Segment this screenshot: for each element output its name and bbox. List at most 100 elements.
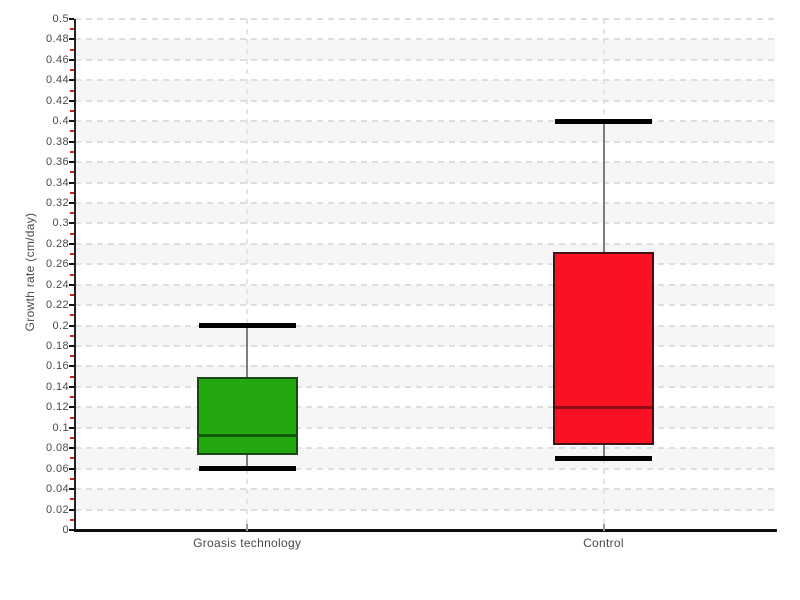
x-tick-label: Control — [583, 536, 624, 550]
y-tick-label: 0.02 — [45, 503, 69, 516]
y-major-tick — [69, 385, 74, 388]
y-minor-tick — [70, 69, 74, 72]
row-band — [75, 202, 775, 224]
y-tick-label: 0.06 — [45, 462, 69, 475]
y-tick-label: 0.42 — [45, 94, 69, 107]
y-major-tick — [69, 263, 74, 266]
y-tick-label: 0 — [62, 524, 69, 536]
y-tick-label: 0.16 — [45, 360, 69, 373]
y-tick-label: 0.44 — [45, 74, 69, 87]
h-gridline — [75, 79, 775, 82]
h-gridline — [75, 242, 775, 245]
h-gridline — [75, 120, 775, 123]
row-band — [75, 243, 775, 265]
y-tick-label: 0.12 — [45, 401, 69, 414]
y-minor-tick — [70, 334, 74, 337]
x-category-tick — [602, 524, 605, 531]
whisker-cap-min — [198, 466, 296, 472]
whisker-cap-max — [555, 118, 652, 124]
plot-area — [75, 18, 775, 530]
y-minor-tick — [70, 232, 74, 235]
h-gridline — [75, 38, 775, 41]
y-minor-tick — [70, 130, 74, 133]
y-tick-label: 0.3 — [52, 217, 69, 230]
y-tick-label: 0.5 — [52, 13, 69, 25]
h-gridline — [75, 283, 775, 286]
box-body — [553, 252, 654, 446]
y-major-tick — [69, 18, 74, 20]
y-tick-label: 0.34 — [45, 176, 69, 189]
y-tick-label: 0.04 — [45, 483, 69, 496]
whisker-cap-max — [198, 323, 296, 329]
y-major-tick — [69, 120, 74, 123]
h-gridline — [75, 365, 775, 368]
y-major-tick — [69, 201, 74, 204]
row-band — [75, 448, 775, 469]
h-gridline — [75, 222, 775, 225]
y-major-tick — [69, 488, 74, 491]
h-gridline — [75, 201, 775, 204]
y-major-tick — [69, 181, 74, 184]
h-gridline — [75, 426, 775, 429]
h-gridline — [75, 18, 775, 20]
h-gridline — [75, 99, 775, 102]
y-minor-tick — [70, 109, 74, 112]
h-gridline — [75, 58, 775, 61]
y-tick-label: 0.36 — [45, 156, 69, 169]
y-tick-label: 0.38 — [45, 135, 69, 148]
y-major-tick — [69, 447, 74, 450]
y-minor-tick — [70, 273, 74, 276]
y-tick-label: 0.22 — [45, 299, 69, 312]
row-band — [75, 325, 775, 347]
h-gridline — [75, 488, 775, 491]
x-tick-label: Groasis technology — [193, 536, 302, 550]
h-gridline — [75, 447, 775, 450]
h-gridline — [75, 406, 775, 409]
y-minor-tick — [70, 477, 74, 480]
y-major-tick — [69, 140, 74, 143]
h-gridline — [75, 304, 775, 307]
y-major-tick — [69, 79, 74, 82]
h-gridline — [75, 181, 775, 184]
row-band — [75, 489, 775, 510]
h-gridline — [75, 508, 775, 511]
y-minor-tick — [70, 293, 74, 296]
y-major-tick — [69, 304, 74, 307]
y-major-tick — [69, 467, 74, 470]
y-minor-tick — [70, 314, 74, 317]
y-tick-label: 0.48 — [45, 33, 69, 46]
y-minor-tick — [70, 28, 74, 31]
y-minor-tick — [70, 212, 74, 215]
h-gridline — [75, 324, 775, 327]
h-gridline — [75, 263, 775, 266]
whisker-stem-upper — [602, 123, 605, 252]
x-axis-line — [74, 529, 777, 532]
y-major-tick — [69, 222, 74, 225]
y-tick-label: 0.26 — [45, 258, 69, 271]
y-minor-tick — [70, 89, 74, 92]
y-tick-label: 0.08 — [45, 442, 69, 455]
row-band — [75, 366, 775, 387]
row-band — [75, 121, 775, 142]
y-minor-tick — [70, 191, 74, 194]
y-major-tick — [69, 426, 74, 429]
y-tick-label: 0.4 — [52, 115, 69, 128]
box-median-line — [555, 406, 652, 410]
y-major-tick — [69, 529, 74, 531]
y-minor-tick — [70, 375, 74, 378]
row-band — [75, 284, 775, 306]
row-band — [75, 39, 775, 60]
y-major-tick — [69, 283, 74, 286]
y-tick-label: 0.18 — [45, 340, 69, 353]
y-minor-tick — [70, 253, 74, 256]
y-tick-label: 0.24 — [45, 278, 69, 291]
y-tick-label: 0.32 — [45, 196, 69, 209]
y-major-tick — [69, 324, 74, 327]
y-major-tick — [69, 508, 74, 511]
row-band — [75, 407, 775, 428]
y-minor-tick — [70, 437, 74, 440]
y-tick-label: 0.28 — [45, 237, 69, 250]
row-band — [75, 80, 775, 101]
whisker-stem-lower — [602, 445, 605, 457]
